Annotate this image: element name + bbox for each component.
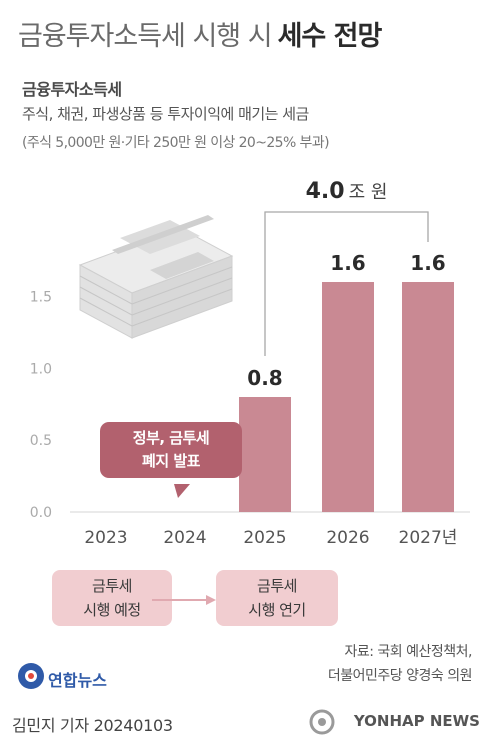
title-emphasis: 세수 전망 (277, 21, 383, 52)
bar (239, 397, 291, 512)
abolition-announcement-callout: 정부, 금투세 폐지 발표 (100, 422, 242, 478)
page-title: 금융투자소득세 시행 시 세수 전망 (18, 14, 383, 53)
total-bracket (264, 211, 429, 356)
source-line-1: 자료: 국회 예산정책처, (344, 644, 473, 660)
yonhap-watermark: YONHAP NEWS (353, 712, 480, 730)
total-unit: 조 원 (349, 182, 388, 203)
timeline-to-line-2: 시행 연기 (248, 601, 306, 619)
title-plain: 금융투자소득세 시행 시 (18, 21, 273, 52)
bar-value-label: 1.6 (410, 251, 445, 275)
bar (402, 282, 454, 512)
watermark-logo-icon (309, 709, 335, 735)
timeline-from-line-2: 시행 예정 (83, 601, 141, 619)
yonhap-logo-icon (18, 663, 44, 689)
timeline-postponed-pill: 금투세 시행 연기 (216, 570, 338, 626)
total-value: 4.0 (306, 179, 345, 204)
money-stack-icon (78, 215, 234, 339)
bar (322, 282, 374, 512)
description: 주식, 채권, 파생상품 등 투자이익에 매기는 세금 (22, 105, 309, 123)
y-tick-label: 1.5 (30, 289, 52, 305)
bar-value-label: 0.8 (247, 366, 282, 390)
y-tick-label: 1.0 (30, 361, 52, 377)
source-note: 자료: 국회 예산정책처, 더불어민주당 양경숙 의원 (232, 640, 473, 688)
timeline-from-line-1: 금투세 (92, 577, 132, 595)
x-tick-label: 2027년 (399, 528, 458, 548)
callout-line-2: 폐지 발표 (142, 452, 200, 470)
x-tick-label: 2026 (326, 528, 369, 548)
source-line-2: 더불어민주당 양경숙 의원 (327, 668, 473, 684)
tax-rate-note: (주식 5,000만 원·기타 250만 원 이상 20~25% 부과) (22, 135, 330, 151)
timeline-arrow-icon (152, 595, 216, 605)
y-tick-label: 0.5 (30, 433, 52, 449)
callout-pointer (174, 484, 190, 498)
x-tick-label: 2023 (84, 528, 127, 548)
x-tick-label: 2024 (163, 528, 206, 548)
subheading: 금융투자소득세 (22, 80, 122, 99)
timeline-to-line-1: 금투세 (257, 577, 297, 595)
yonhap-logo-text: 연합뉴스 (48, 671, 107, 690)
x-tick-label: 2025 (243, 528, 286, 548)
y-tick-label: 0.0 (30, 505, 52, 521)
reporter-byline: 김민지 기자 20240103 (12, 716, 173, 735)
callout-line-1: 정부, 금투세 (132, 429, 210, 447)
total-revenue-label: 4.0 조 원 (306, 179, 388, 204)
bar-value-label: 1.6 (330, 251, 365, 275)
timeline-planned-pill: 금투세 시행 예정 (52, 570, 172, 626)
